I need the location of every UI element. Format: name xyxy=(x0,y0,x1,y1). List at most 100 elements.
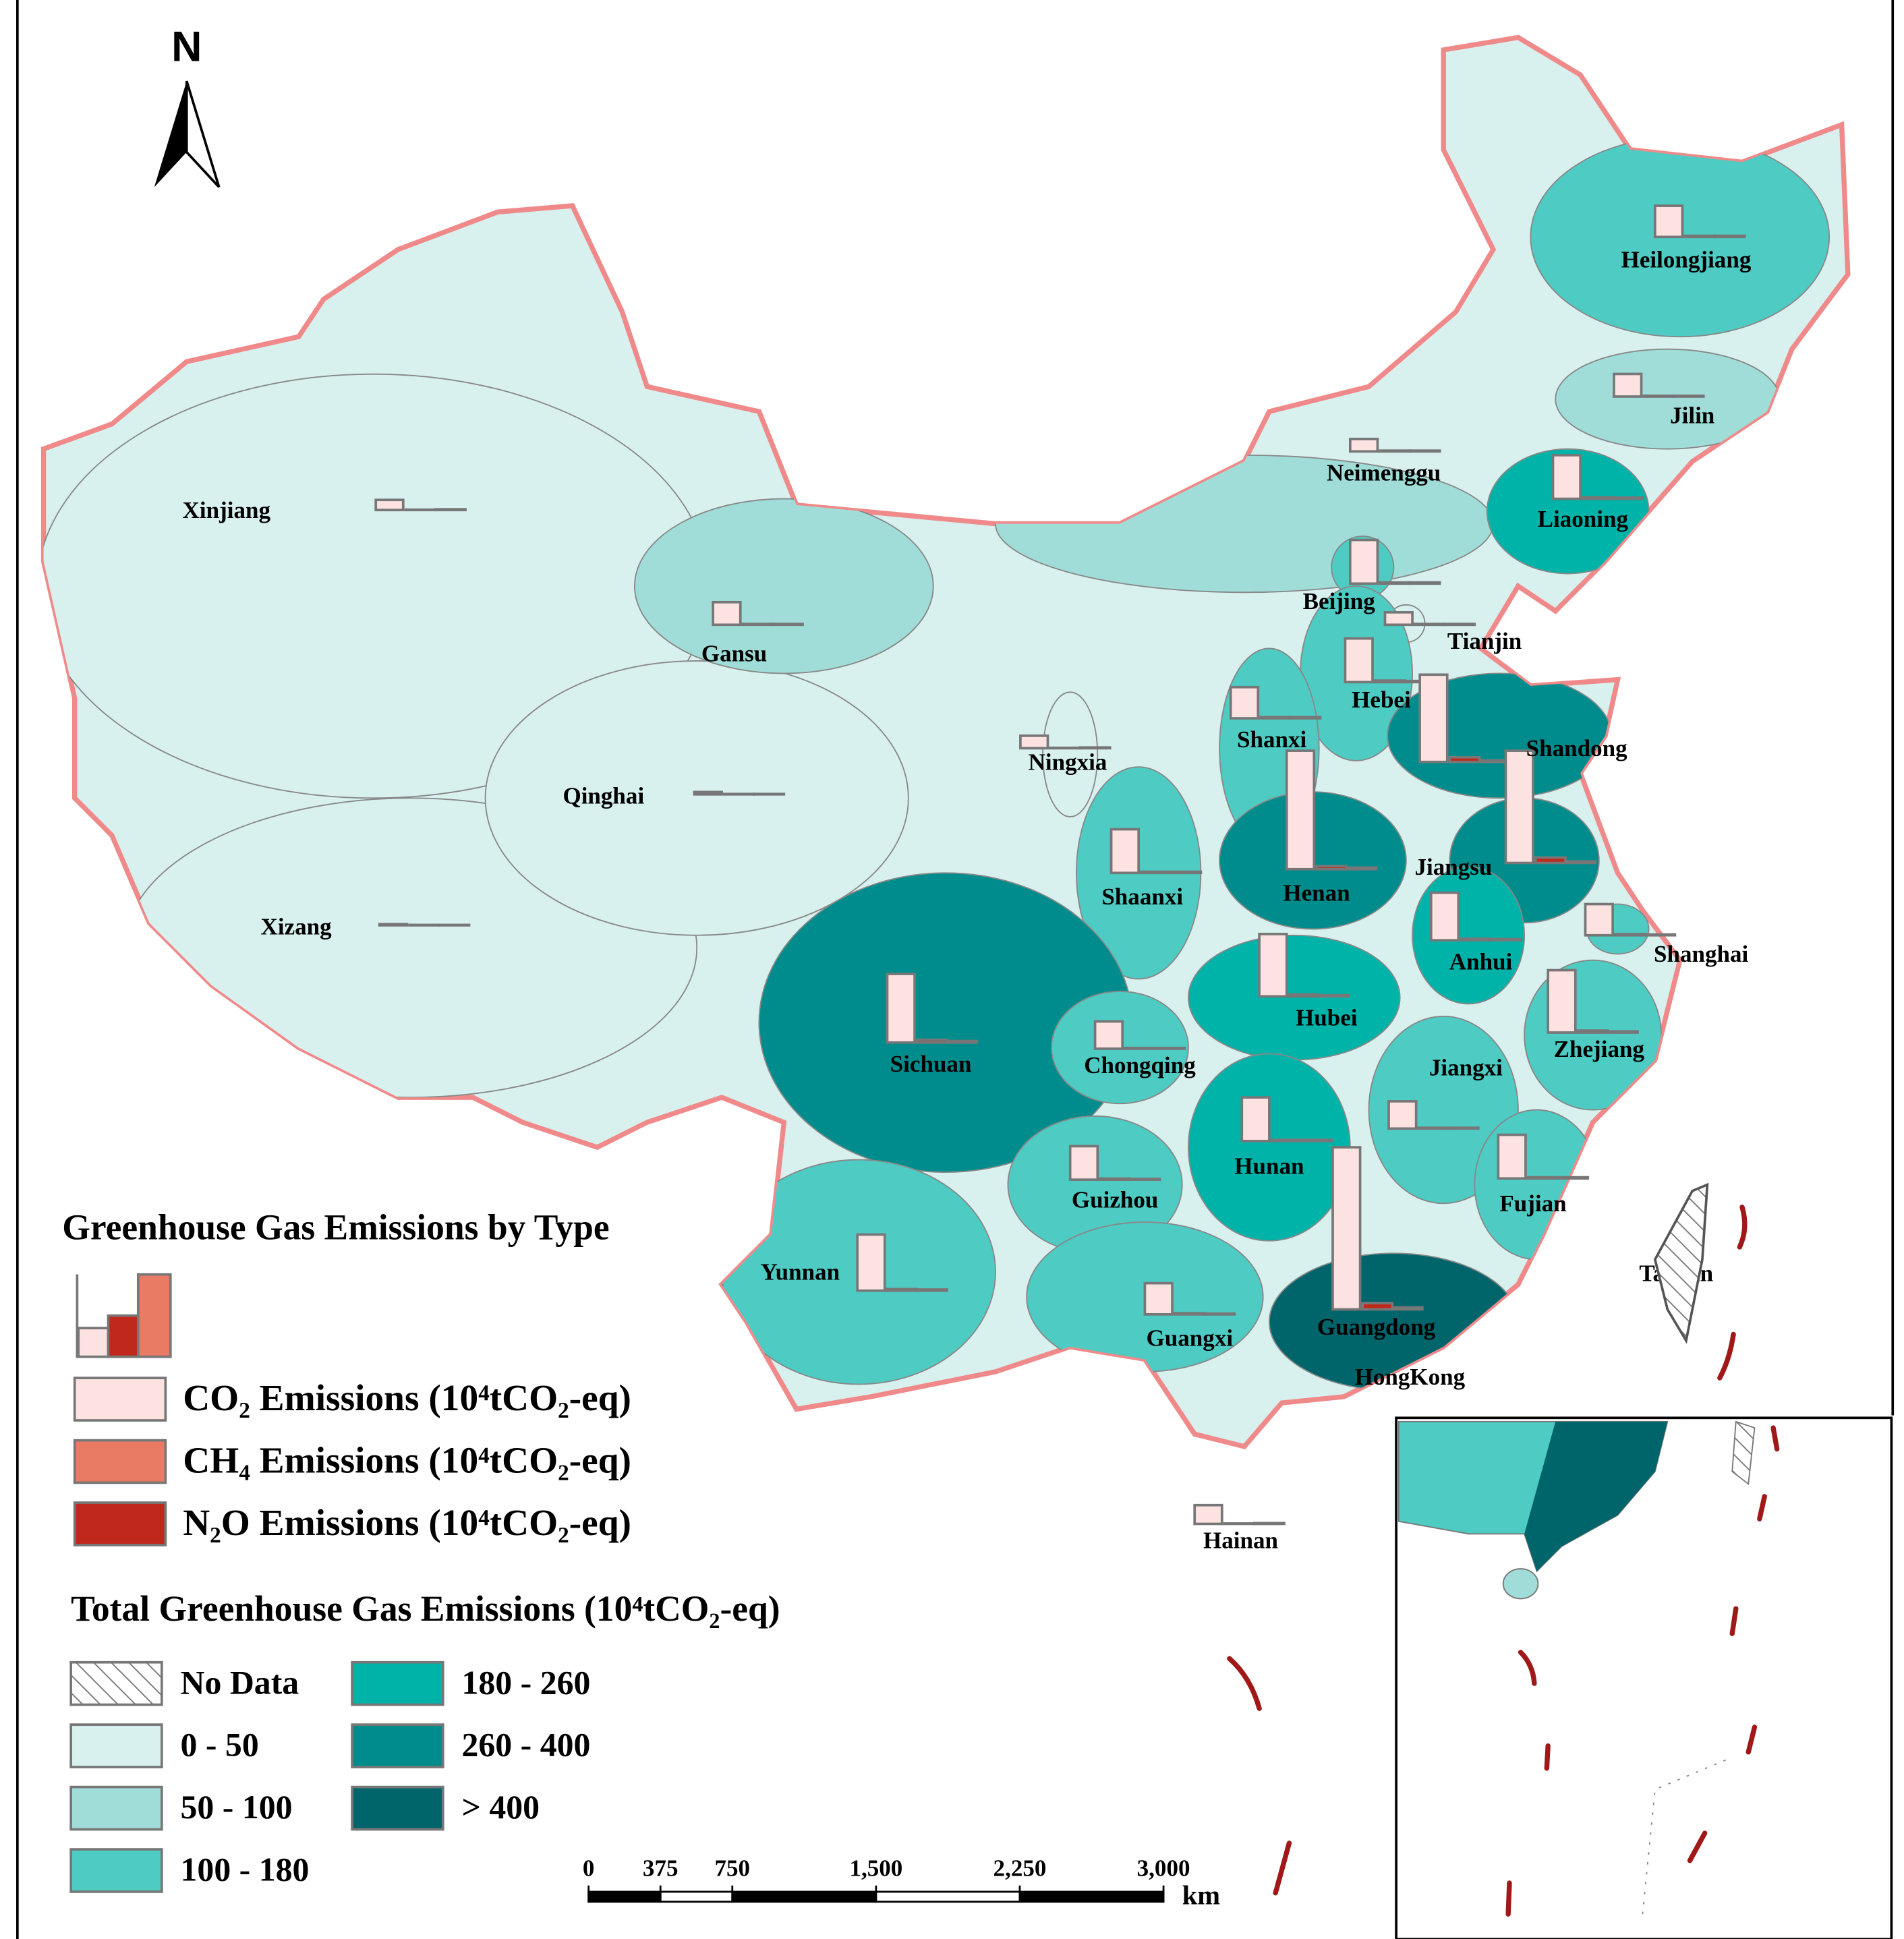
province-label: Hainan xyxy=(1203,1527,1278,1553)
province-label: Yunnan xyxy=(761,1259,840,1285)
inset-hainan xyxy=(1502,1568,1539,1600)
bar-n2o xyxy=(1460,937,1493,942)
province-label: Hubei xyxy=(1296,1005,1358,1031)
bar-co2 xyxy=(1348,538,1379,585)
province-label: Anhui xyxy=(1449,948,1513,975)
bar-ch4 xyxy=(434,508,467,512)
legend-swatch xyxy=(351,1660,444,1706)
bar-ch4 xyxy=(946,1039,979,1044)
bar-ch4 xyxy=(1713,234,1746,239)
province-label: Shandong xyxy=(1526,735,1627,761)
legend-swatch xyxy=(69,1785,163,1831)
scale-label: 375 xyxy=(643,1855,679,1882)
bar-co2 xyxy=(1418,673,1449,763)
bar-ch4 xyxy=(1557,1176,1590,1180)
province-label: Zhejiang xyxy=(1554,1036,1645,1062)
province-label: Jilin xyxy=(1670,402,1714,428)
bar-co2 xyxy=(1258,933,1288,998)
legend-label: N₂O Emissions (10⁴tCO₂-eq) xyxy=(183,1502,631,1543)
scale-segment xyxy=(659,1890,734,1903)
bar-ch4 xyxy=(1153,1047,1186,1050)
bar-co2 xyxy=(1551,454,1582,500)
inset-dash-line xyxy=(1505,1425,1780,1917)
bar-ch4 xyxy=(1672,394,1705,398)
bar-co2 xyxy=(1429,891,1460,942)
label-layer: Xinjiang Xizang Qinghai Gansu Ningxia Neimeng… xyxy=(183,246,1752,1553)
bar-co2 xyxy=(886,973,916,1044)
bar-ch4 xyxy=(1128,1178,1161,1182)
bar-co2 xyxy=(378,923,409,927)
legend-swatch xyxy=(73,1501,167,1546)
bar-ch4 xyxy=(771,623,804,627)
province-label: Heilongjiang xyxy=(1621,246,1752,272)
bar-n2o xyxy=(886,1287,919,1292)
legend-classes: No Data 0 - 50 50 - 100 100 - 180 180 - 260 2… xyxy=(69,1660,590,1893)
bar-co2 xyxy=(1285,749,1316,871)
province-label: Liaoning xyxy=(1538,506,1629,532)
province-label: Sichuan xyxy=(890,1051,972,1077)
bar-n2o xyxy=(741,623,774,627)
legend-swatch xyxy=(69,1660,163,1706)
bar-ch4 xyxy=(1317,993,1350,998)
province-label: Hunan xyxy=(1234,1153,1304,1180)
province-area xyxy=(1042,691,1099,818)
province-label: Shanghai xyxy=(1654,941,1749,967)
bar-co2 xyxy=(1348,437,1379,453)
bar-ch4 xyxy=(1391,1306,1424,1311)
bar-co2 xyxy=(856,1233,886,1292)
bar-co2 xyxy=(1584,902,1614,937)
bar-n2o xyxy=(1361,1302,1394,1311)
legend-label: 0 - 50 xyxy=(181,1727,259,1764)
scale-label: 750 xyxy=(714,1855,750,1882)
bar-co2 xyxy=(693,790,723,796)
scale-label: 1,500 xyxy=(849,1855,902,1882)
bar-ch4 xyxy=(1300,1138,1333,1142)
scale-segment xyxy=(875,1890,1021,1903)
bar-n2o xyxy=(1124,1047,1157,1050)
scale-segment xyxy=(1018,1890,1165,1903)
province-label: Fujian xyxy=(1499,1190,1566,1217)
bar-co2 xyxy=(1344,637,1374,684)
province-area xyxy=(1524,959,1662,1111)
bar-n2o xyxy=(1581,496,1614,500)
province-area xyxy=(484,660,909,936)
province-label: Xizang xyxy=(261,914,333,940)
legend-title: Greenhouse Gas Emissions by Type xyxy=(62,1207,609,1247)
province-label: Jiangsu xyxy=(1414,854,1492,880)
legend-types: CO₂ Emissions (10⁴tCO₂-eq) CH₄ Emissions … xyxy=(73,1377,631,1546)
bar-ch4 xyxy=(915,1288,948,1292)
province-label: Guangdong xyxy=(1317,1314,1436,1340)
bar-n2o xyxy=(1049,746,1082,750)
bar-n2o xyxy=(1099,1177,1132,1182)
bar-ch4 xyxy=(1170,870,1203,875)
province-label: Tianjin xyxy=(1447,628,1522,654)
north-arrow xyxy=(154,81,187,187)
province-label: Beijing xyxy=(1303,588,1376,614)
bar-n2o xyxy=(1683,234,1717,239)
bar-ch4 xyxy=(1611,496,1644,500)
bar-co2 xyxy=(1193,1503,1223,1526)
bar-n2o xyxy=(1526,1176,1559,1180)
bar-co2 xyxy=(1504,749,1534,865)
bar-n2o xyxy=(1379,581,1412,585)
scale-segment xyxy=(731,1890,877,1903)
bar-co2 xyxy=(712,600,742,627)
bar-co2 xyxy=(1654,204,1684,239)
province-label: Shanxi xyxy=(1237,726,1306,753)
province-label: Guizhou xyxy=(1072,1186,1159,1213)
bar-n2o xyxy=(1288,993,1321,998)
bar-n2o xyxy=(1642,394,1675,398)
province-area xyxy=(1412,866,1526,1005)
inset-islands xyxy=(1642,1758,1730,1915)
bar-co2 xyxy=(1143,1281,1174,1316)
inset-taiwan xyxy=(1731,1420,1756,1486)
legend-title: Total Greenhouse Gas Emissions (10⁴tCO₂-… xyxy=(71,1588,780,1629)
scale-label: 2,250 xyxy=(993,1855,1047,1882)
bar-n2o xyxy=(1613,933,1646,937)
bar-n2o xyxy=(915,1038,948,1044)
legend-swatch xyxy=(69,1848,163,1893)
taiwan-area xyxy=(1653,1182,1709,1344)
bar-n2o xyxy=(1259,716,1292,720)
scale-unit: km xyxy=(1182,1880,1221,1910)
bar-ch4 xyxy=(1564,860,1597,865)
